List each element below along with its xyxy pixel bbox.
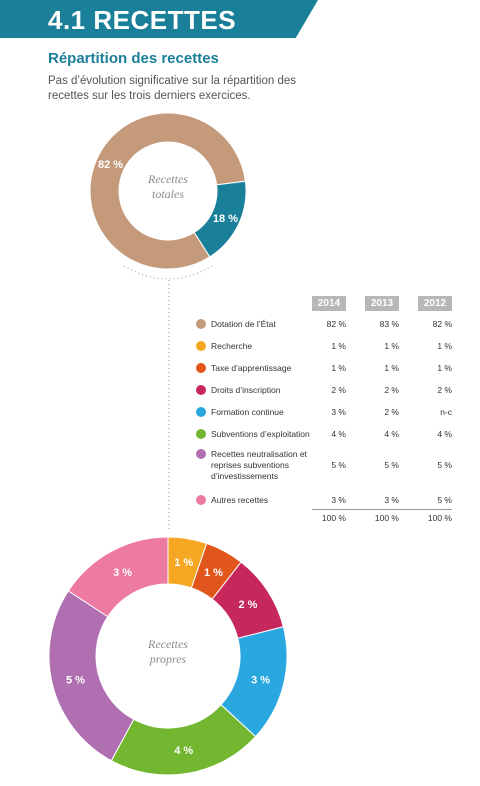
table-cell: 2 % — [331, 385, 346, 395]
donut2-label: 1 % — [174, 557, 193, 569]
table-cell: 5 % — [437, 460, 452, 470]
table-header: 2013 — [365, 296, 399, 311]
donut1-slice — [193, 180, 247, 258]
donut2-slice — [67, 536, 169, 618]
table-cell: 3 % — [331, 407, 346, 417]
row-label: Taxe d’apprentissage — [211, 363, 292, 373]
donut1-center — [123, 146, 213, 236]
total-cell: 100 % — [427, 513, 452, 523]
table-cell: 5 % — [437, 495, 452, 505]
table-cell: 1 % — [437, 363, 452, 373]
table-cell: 3 % — [331, 495, 346, 505]
donut1-label: 82 % — [98, 159, 123, 171]
table-cell: 3 % — [384, 495, 399, 505]
donut2-title: propres — [149, 652, 187, 666]
total-cell: 100 % — [321, 513, 346, 523]
total-cell: 100 % — [374, 513, 399, 523]
donut1-label: 18 % — [213, 213, 238, 225]
legend-dot — [196, 363, 206, 373]
legend-dot — [196, 341, 206, 351]
table-cell: 1 % — [384, 363, 399, 373]
table-cell: 1 % — [384, 341, 399, 351]
row-label: Subventions d’exploitation — [211, 429, 310, 439]
table-cell: 2 % — [384, 407, 399, 417]
legend-dot — [196, 385, 206, 395]
table-cell: 4 % — [331, 429, 346, 439]
donut2-label: 5 % — [66, 674, 85, 686]
donut2-slice — [48, 590, 135, 762]
page-title: 4.1 RECETTES — [48, 5, 237, 35]
legend-dot — [196, 495, 206, 505]
donut2-label: 2 % — [238, 599, 257, 611]
table-cell: 82 % — [326, 319, 346, 329]
table-header: 2014 — [312, 296, 346, 311]
table-header: 2012 — [418, 296, 452, 311]
table-cell: 1 % — [331, 363, 346, 373]
table-cell: 1 % — [437, 341, 452, 351]
table-cell: n-c — [440, 407, 452, 417]
table-cell: 1 % — [331, 341, 346, 351]
table-cell: 4 % — [384, 429, 399, 439]
donut2-label: 4 % — [174, 745, 193, 757]
table-cell: 5 % — [331, 460, 346, 470]
section-subtitle: Répartition des recettes — [48, 50, 219, 67]
totals-divider — [312, 509, 452, 510]
table-cell: 82 % — [432, 319, 452, 329]
legend-dot — [196, 407, 206, 417]
donut2-label: 3 % — [251, 674, 270, 686]
table-cell: 83 % — [379, 319, 399, 329]
donut2-center — [100, 588, 236, 724]
row-label: Dotation de l’État — [211, 319, 276, 329]
donut2-label: 1 % — [204, 567, 223, 579]
legend-dot — [196, 319, 206, 329]
row-label: Recettes neutralisation et reprises subv… — [211, 449, 307, 481]
donut1-title: totales — [152, 187, 184, 201]
donut2-label: 3 % — [113, 567, 132, 579]
intro-text: Pas d’évolution significative sur la rép… — [48, 75, 297, 102]
table-cell: 2 % — [384, 385, 399, 395]
donut2-title: Recettes — [147, 637, 188, 651]
row-label: Formation continue — [211, 407, 284, 417]
row-label: Autres recettes — [211, 495, 269, 505]
table-cell: 2 % — [437, 385, 452, 395]
header-banner — [0, 0, 318, 38]
row-label: Recherche — [211, 341, 253, 351]
table-cell: 5 % — [384, 460, 399, 470]
legend-dot — [196, 429, 206, 439]
donut1-slice — [89, 112, 246, 270]
donut1-title: Recettes — [147, 172, 188, 186]
legend-dot — [196, 449, 206, 459]
row-label: Droits d’inscription — [211, 385, 281, 395]
table-cell: 4 % — [437, 429, 452, 439]
